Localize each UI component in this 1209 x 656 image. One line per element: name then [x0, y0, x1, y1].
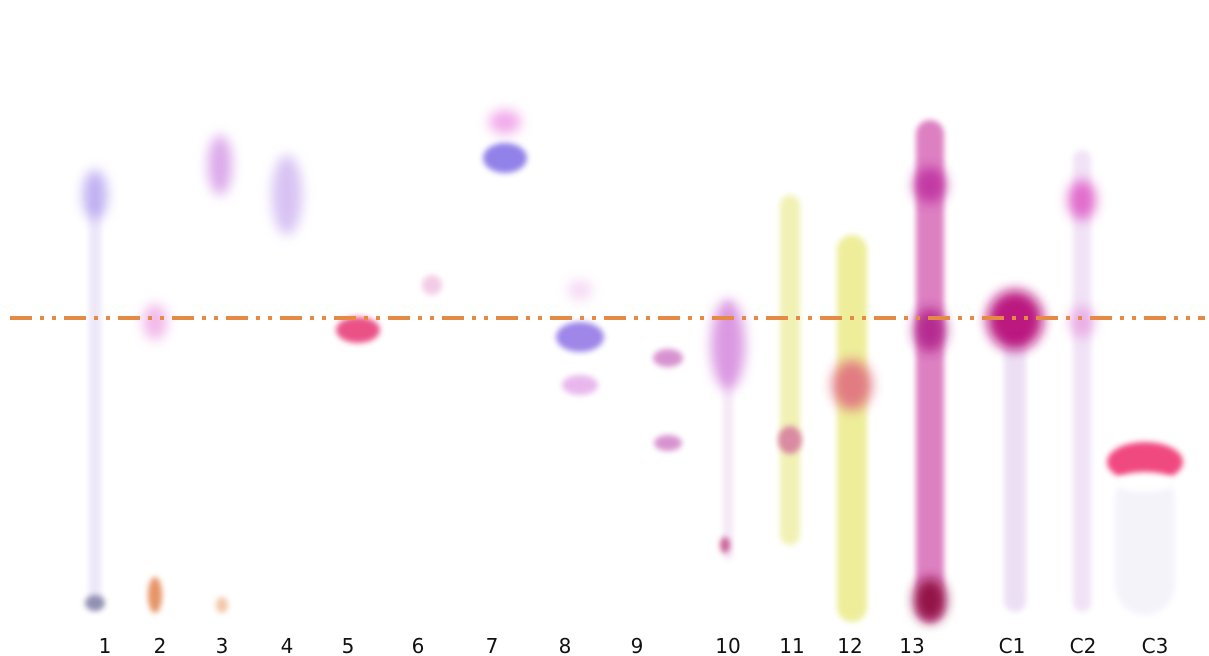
spot: [778, 426, 802, 454]
spot: [83, 170, 107, 220]
lane-labels: 1 2 3 4 5 6 7 8 9 10 11 12 13 C1 C2 C3: [99, 634, 1169, 656]
spot: [1070, 306, 1094, 338]
spot: [720, 537, 730, 553]
spot: [914, 167, 946, 203]
spot: [653, 349, 683, 367]
spot: [483, 143, 527, 173]
spot: [914, 308, 946, 352]
spot: [654, 435, 682, 451]
band: [89, 200, 101, 610]
lane-label: 1: [99, 634, 112, 656]
spot: [562, 375, 598, 395]
lane-label: C1: [999, 634, 1026, 656]
spot: [272, 155, 302, 235]
lane-label: C2: [1070, 634, 1097, 656]
spot: [711, 300, 745, 390]
spot: [832, 360, 872, 410]
band: [837, 235, 867, 622]
lane-label: 10: [715, 634, 740, 656]
lane-label: 13: [899, 634, 924, 656]
lane-label: 9: [631, 634, 644, 656]
spot: [143, 304, 167, 340]
lane-label: 4: [281, 634, 294, 656]
lane-label: 11: [779, 634, 804, 656]
spot: [148, 577, 162, 613]
spot: [489, 110, 521, 134]
lane-label: 7: [486, 634, 499, 656]
spot: [1115, 472, 1175, 492]
lane-label: 6: [412, 634, 425, 656]
band: [916, 120, 944, 622]
spot: [208, 135, 232, 195]
spot: [1068, 180, 1096, 220]
band: [1073, 150, 1091, 612]
lane-label: C3: [1142, 634, 1169, 656]
spots: [83, 110, 1183, 622]
spot: [914, 578, 946, 622]
lane-label: 8: [559, 634, 572, 656]
band: [1115, 470, 1175, 615]
spot: [422, 275, 442, 295]
lane-label: 2: [154, 634, 167, 656]
lane-label: 5: [342, 634, 355, 656]
band: [1004, 330, 1026, 612]
lane-label: 3: [216, 634, 229, 656]
spot: [336, 317, 380, 343]
band: [780, 195, 800, 545]
spot: [556, 322, 604, 352]
spot: [216, 597, 228, 613]
lane-label: 12: [837, 634, 862, 656]
spot: [568, 280, 592, 300]
spot: [85, 595, 105, 611]
spot: [1107, 442, 1183, 482]
